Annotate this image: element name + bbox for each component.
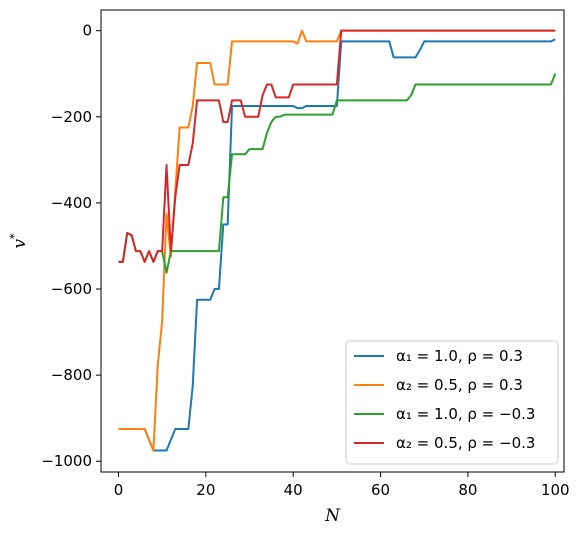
legend-box bbox=[345, 340, 559, 465]
series-line-1 bbox=[118, 38, 556, 452]
legend-label: α₂ = 0.5, ρ = −0.3 bbox=[396, 434, 535, 452]
legend-label: α₁ = 1.0, ρ = 0.3 bbox=[396, 347, 523, 365]
y-tick-label: −800 bbox=[51, 366, 92, 384]
series-line-3 bbox=[118, 73, 557, 274]
series-lines bbox=[118, 29, 557, 452]
y-axis-title-sup: * bbox=[8, 233, 21, 239]
y-axis-title: v* bbox=[8, 233, 30, 249]
y-axis-title-main: v bbox=[10, 239, 30, 249]
y-axis: 0 −200 −400 −600 −800 −1000 bbox=[41, 22, 101, 470]
legend-label: α₂ = 0.5, ρ = 0.3 bbox=[396, 376, 523, 394]
x-axis: 0 20 40 60 80 100 bbox=[114, 472, 570, 499]
svg-text:v*: v* bbox=[8, 233, 30, 249]
series-line-4 bbox=[118, 29, 556, 263]
x-tick-label: 20 bbox=[196, 481, 215, 499]
legend-label: α₁ = 1.0, ρ = −0.3 bbox=[396, 405, 535, 423]
y-tick-label: −200 bbox=[51, 108, 92, 126]
plot-frame bbox=[100, 9, 565, 473]
x-tick-label: 40 bbox=[284, 481, 303, 499]
legend: α₁ = 1.0, ρ = 0.3 α₂ = 0.5, ρ = 0.3 α₁ = 1… bbox=[345, 340, 559, 465]
x-tick-label: 60 bbox=[371, 481, 390, 499]
x-tick-label: 100 bbox=[541, 481, 570, 499]
x-axis-title: N bbox=[324, 506, 341, 526]
y-tick-label: −400 bbox=[51, 194, 92, 212]
y-tick-label: 0 bbox=[82, 22, 92, 40]
x-tick-label: 80 bbox=[458, 481, 477, 499]
y-tick-label: −1000 bbox=[41, 452, 92, 470]
x-tick-label: 0 bbox=[114, 481, 124, 499]
y-tick-label: −600 bbox=[51, 280, 92, 298]
